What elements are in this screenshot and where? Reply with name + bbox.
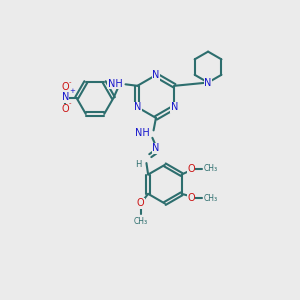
Text: -: -	[69, 80, 71, 85]
Text: O: O	[187, 164, 195, 174]
Text: N: N	[152, 70, 160, 80]
Text: -: -	[69, 100, 71, 106]
Text: N: N	[61, 92, 69, 102]
Text: +: +	[69, 88, 75, 94]
Text: O: O	[61, 82, 69, 92]
Text: N: N	[134, 102, 141, 112]
Text: N: N	[152, 143, 160, 153]
Text: NH: NH	[135, 128, 149, 138]
Text: N: N	[171, 102, 178, 112]
Text: O: O	[187, 193, 195, 203]
Text: CH₃: CH₃	[204, 194, 218, 203]
Text: H: H	[135, 160, 141, 169]
Text: O: O	[137, 198, 145, 208]
Text: CH₃: CH₃	[204, 164, 218, 173]
Text: NH: NH	[108, 79, 123, 89]
Text: CH₃: CH₃	[134, 217, 148, 226]
Text: O: O	[61, 104, 69, 114]
Text: N: N	[204, 77, 212, 88]
